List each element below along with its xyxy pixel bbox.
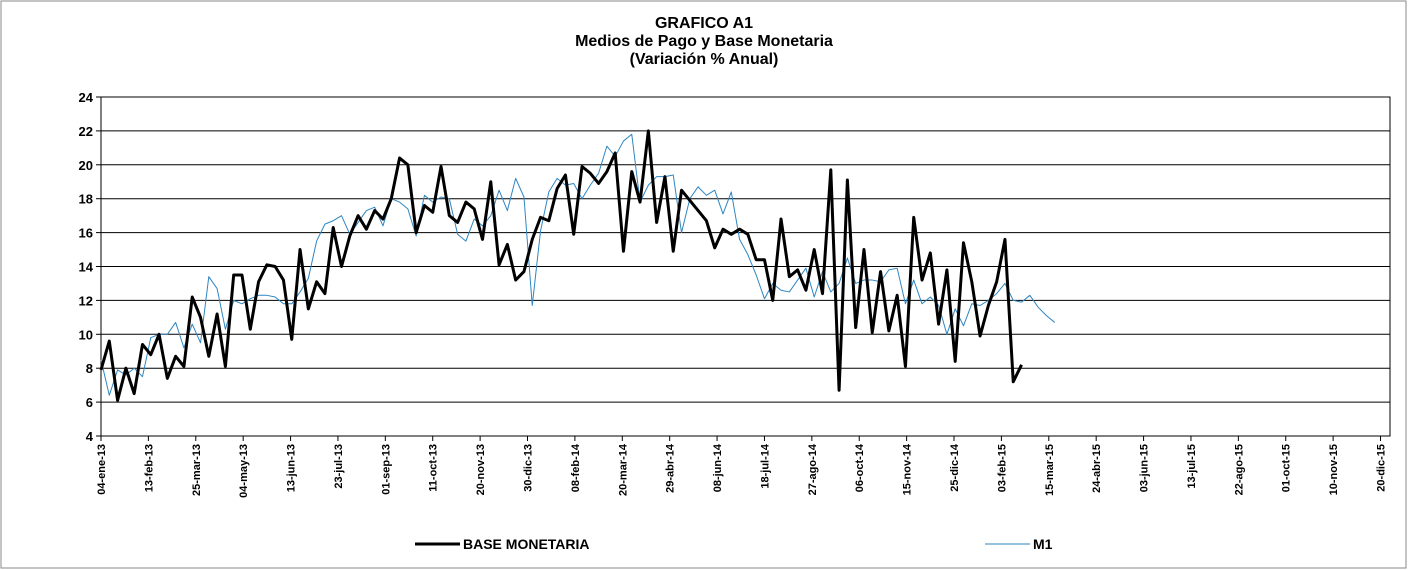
- x-tick-label: 23-jul-13: [333, 444, 345, 489]
- y-tick-label: 18: [79, 192, 93, 207]
- y-tick-label: 24: [79, 90, 94, 105]
- x-tick-label: 13-jun-13: [286, 444, 298, 492]
- x-tick-label: 13-jul-15: [1186, 444, 1198, 489]
- x-tick-label: 10-nov-15: [1328, 444, 1340, 495]
- x-tick-label: 27-ago-14: [807, 443, 819, 495]
- y-tick-label: 14: [79, 260, 94, 275]
- y-tick-label: 16: [79, 226, 93, 241]
- y-tick-label: 4: [86, 429, 94, 444]
- x-tick-label: 11-oct-13: [428, 444, 440, 492]
- x-tick-label: 20-dic-15: [1376, 444, 1388, 492]
- x-tick-label: 25-mar-13: [191, 444, 203, 496]
- x-tick-label: 20-nov-13: [475, 444, 487, 495]
- x-tick-label: 01-oct-15: [1281, 444, 1293, 492]
- x-tick-label: 15-nov-14: [902, 443, 914, 495]
- x-tick-label: 06-oct-14: [854, 443, 866, 492]
- chart-subtitle: (Variación % Anual): [630, 51, 779, 68]
- chart-title: GRAFICO A1: [655, 15, 753, 32]
- data-line: [99, 129, 1023, 402]
- x-tick-label: 01-sep-13: [380, 444, 392, 495]
- x-tick-label: 20-mar-14: [617, 443, 629, 496]
- x-tick-label: 24-abr-15: [1091, 444, 1103, 493]
- x-tick-label: 04-ene-13: [96, 444, 108, 495]
- y-tick-label: 10: [79, 327, 93, 342]
- x-tick-label: 30-dic-13: [523, 444, 535, 492]
- x-tick-label: 04-may-13: [238, 444, 250, 498]
- x-tick-label: 03-feb-15: [996, 444, 1008, 492]
- x-tick-label: 18-jul-14: [759, 443, 771, 489]
- y-tick-label: 20: [79, 158, 93, 173]
- x-tick-label: 22-ago-15: [1233, 444, 1245, 495]
- x-tick-label: 13-feb-13: [143, 444, 155, 492]
- y-tick-label: 12: [79, 293, 93, 308]
- legend-label: BASE MONETARIA: [463, 536, 590, 552]
- x-tick-label: 25-dic-14: [949, 443, 961, 492]
- x-tick-label: 08-feb-14: [570, 443, 582, 492]
- y-tick-label: 22: [79, 124, 93, 139]
- x-tick-label: 03-jun-15: [1139, 444, 1151, 492]
- x-tick-label: 08-jun-14: [712, 443, 724, 492]
- legend-label: M1: [1033, 536, 1053, 552]
- y-tick-label: 8: [86, 361, 93, 376]
- chart-subtitle: Medios de Pago y Base Monetaria: [575, 33, 833, 50]
- y-tick-label: 6: [86, 395, 93, 410]
- x-tick-label: 15-mar-15: [1044, 444, 1056, 496]
- x-tick-label: 29-abr-14: [665, 443, 677, 493]
